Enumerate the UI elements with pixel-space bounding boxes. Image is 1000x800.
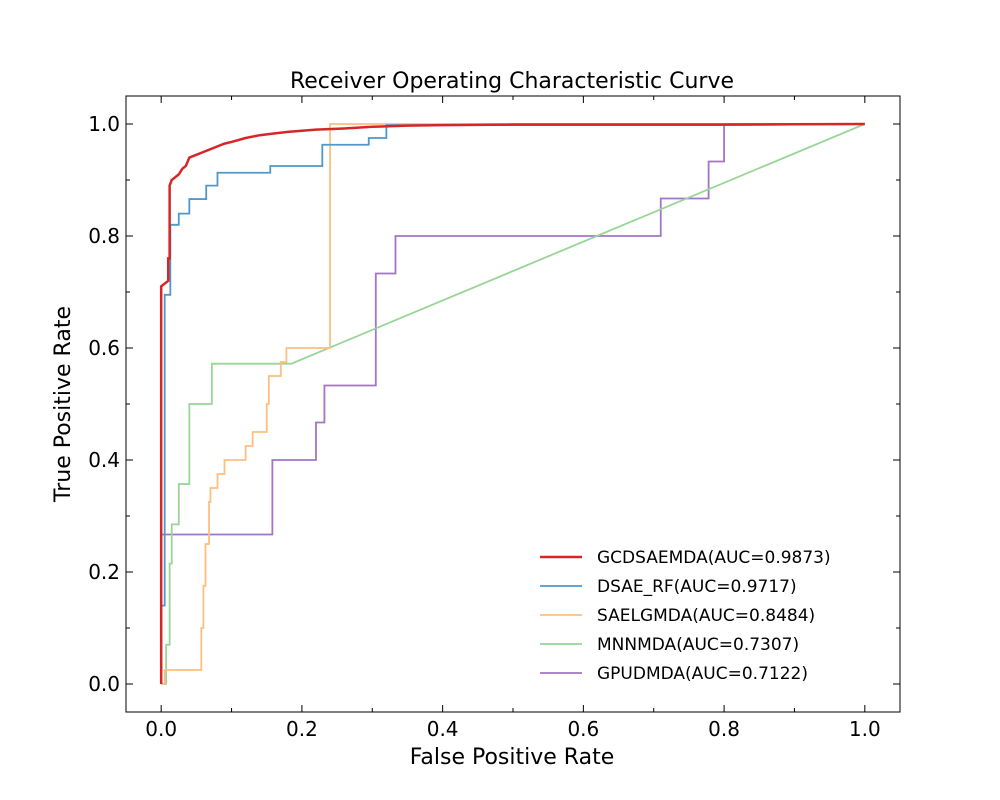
x-tick-label: 0.4: [427, 717, 459, 741]
y-tick-label: 0.6: [88, 336, 120, 360]
y-axis-label: True Positive Rate: [51, 306, 76, 503]
series-line-4: [160, 123, 865, 684]
y-tick-label: 0.0: [88, 672, 120, 696]
x-tick-label: 1.0: [849, 717, 881, 741]
legend-label-2: SAELGMDA(AUC=0.8484): [597, 606, 815, 626]
x-tick-label: 0.6: [567, 717, 599, 741]
x-tick-label: 0.2: [286, 717, 318, 741]
x-tick-label: 0.0: [145, 717, 177, 741]
y-tick-label: 0.2: [88, 560, 120, 584]
series-line-3: [161, 123, 866, 685]
series-line-1: [160, 123, 865, 684]
y-tick-label: 1.0: [88, 112, 120, 136]
legend-label-3: MNNMDA(AUC=0.7307): [597, 635, 799, 655]
series-line-2: [161, 123, 865, 685]
plot-area: [159, 122, 866, 685]
series-line-0: [159, 122, 865, 684]
x-tick-label: 0.8: [708, 717, 740, 741]
legend-label-0: GCDSAEMDA(AUC=0.9873): [597, 548, 831, 568]
y-tick-label: 0.4: [88, 448, 120, 472]
axis-ticks: 0.0 0.2 0.4 0.6 0.8 1.0 0.0 0.2 0.4 0.6 0.8 1.0: [88, 96, 900, 741]
y-tick-label: 0.8: [88, 224, 120, 248]
legend: GCDSAEMDA(AUC=0.9873) DSAE_RF(AUC=0.9717)…: [540, 548, 831, 684]
x-axis-label: False Positive Rate: [410, 745, 614, 770]
legend-label-1: DSAE_RF(AUC=0.9717): [597, 577, 797, 597]
legend-label-4: GPUDMDA(AUC=0.7122): [597, 664, 808, 684]
chart-title: Receiver Operating Characteristic Curve: [290, 69, 734, 94]
